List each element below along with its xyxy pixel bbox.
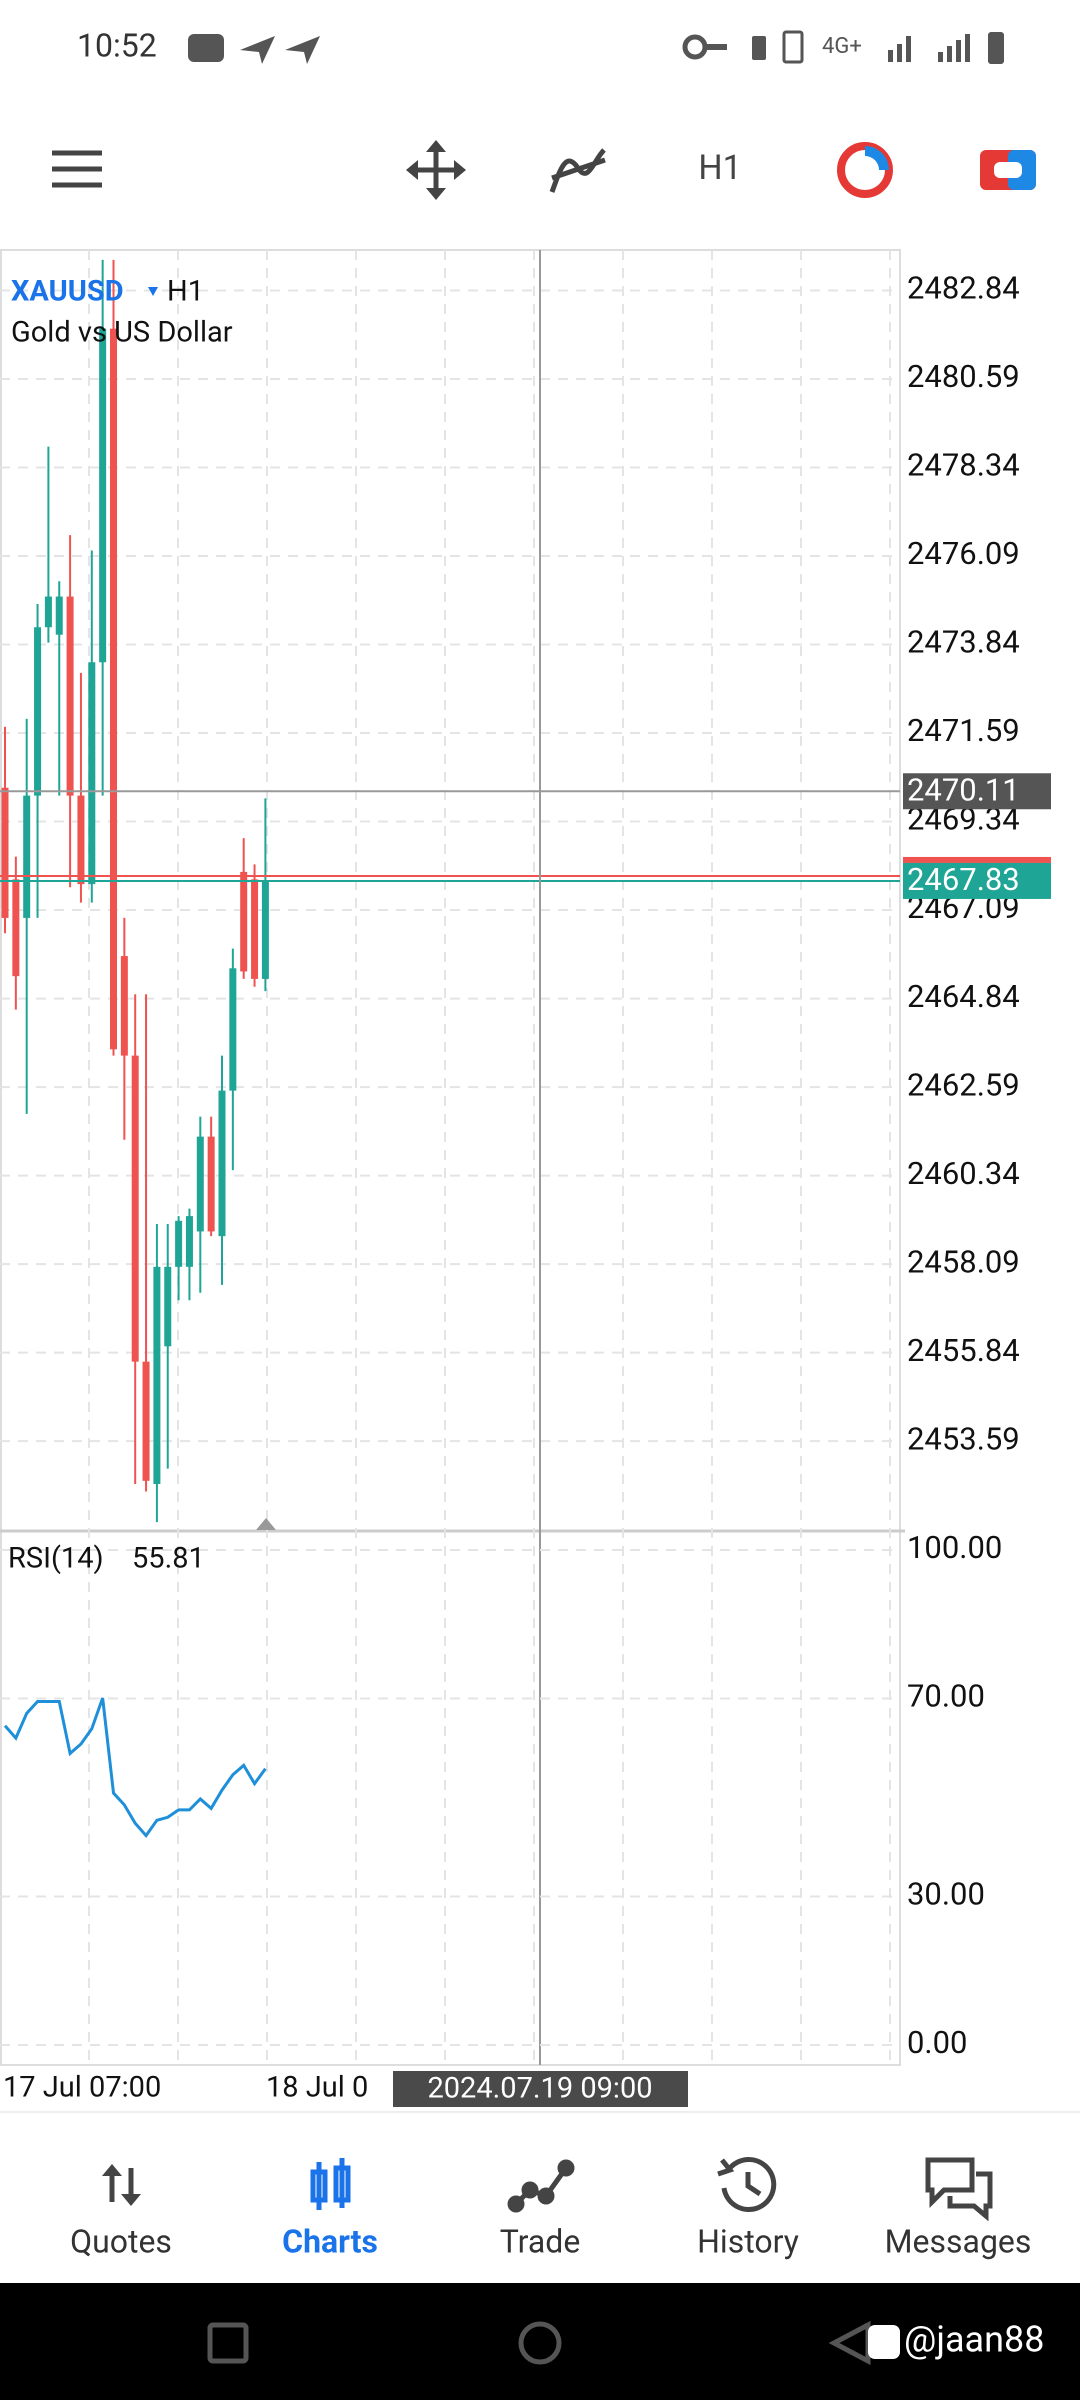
y-tick-label: 2473.84	[907, 624, 1020, 661]
candle-body	[120, 956, 128, 1056]
home-button[interactable]	[518, 2321, 562, 2365]
candle-body	[23, 795, 31, 918]
y-tick-label: 2480.59	[907, 358, 1020, 395]
quotes-icon[interactable]	[102, 2164, 141, 2206]
y-tick-label: 70.00	[907, 1678, 985, 1715]
y-tick-label: 0.00	[907, 2024, 967, 2061]
y-tick-label: 2478.34	[907, 447, 1020, 484]
last-price-box	[903, 862, 1051, 899]
candle-body	[34, 627, 42, 796]
last-price-label: 2467.83	[907, 861, 1020, 898]
candle-body	[88, 662, 96, 885]
symbol-description: Gold vs US Dollar	[11, 316, 233, 350]
candle-body	[218, 1090, 226, 1237]
indicator-button[interactable]	[549, 148, 606, 193]
candle-body	[251, 879, 259, 979]
candle-body	[207, 1136, 215, 1232]
trade-button[interactable]	[980, 150, 1036, 190]
one-click-button[interactable]	[837, 142, 893, 198]
menu-button[interactable]	[52, 150, 102, 188]
candle-body	[12, 879, 20, 977]
candle-body	[44, 596, 52, 628]
move-button[interactable]	[406, 140, 466, 200]
candle-body	[66, 596, 74, 796]
candle-body	[164, 1266, 172, 1347]
candle-body	[175, 1220, 183, 1267]
y-tick-label: 2455.84	[907, 1332, 1020, 1369]
candle-body	[55, 596, 63, 635]
candle-body	[142, 1361, 150, 1481]
crosshair-time-box	[393, 2071, 688, 2107]
y-tick-label: 2482.84	[907, 270, 1020, 307]
symbol[interactable]: XAUUSD	[11, 275, 124, 309]
indicator-title: RSI(14)	[8, 1542, 104, 1576]
nav-label[interactable]: Quotes	[70, 2222, 172, 2260]
crosshair-time: 2024.07.19 09:00	[427, 2072, 652, 2106]
charts-icon[interactable]	[310, 2158, 351, 2210]
y-tick-label: 2462.59	[907, 1066, 1020, 1103]
y-tick-label: 2460.34	[907, 1155, 1020, 1192]
messages-icon[interactable]	[925, 2157, 993, 2222]
candle-body	[110, 328, 117, 1050]
x-tick-label: 18 Jul 0	[266, 2071, 368, 2105]
y-tick-label: 30.00	[907, 1876, 985, 1913]
indicator-value: 55.81	[132, 1542, 205, 1576]
candle-body	[196, 1136, 204, 1232]
rsi-line	[3, 1697, 267, 1839]
nav-label[interactable]: Charts	[282, 2222, 378, 2260]
watermark: @jaan88	[904, 2319, 1044, 2361]
recents-button[interactable]	[207, 2322, 249, 2364]
candle-body	[1, 787, 9, 918]
y-tick-label: 2453.59	[907, 1420, 1020, 1457]
nav-label[interactable]: Messages	[885, 2222, 1032, 2260]
candle-body	[131, 1055, 139, 1362]
trade-icon[interactable]	[507, 2159, 575, 2213]
candle-body	[240, 871, 248, 972]
candle-body	[99, 328, 107, 663]
crosshair-price-box	[903, 773, 1051, 810]
nav-label[interactable]: History	[697, 2222, 799, 2260]
y-tick-label: 100.00	[907, 1529, 1002, 1566]
candle-body	[185, 1216, 193, 1267]
nav-label[interactable]: Trade	[500, 2222, 581, 2260]
symbol-dropdown[interactable]	[148, 287, 158, 296]
shift-marker	[256, 1518, 276, 1530]
y-tick-label: 2464.84	[907, 978, 1020, 1015]
candle-body	[77, 795, 85, 885]
y-tick-label: 2471.59	[907, 712, 1020, 749]
chart-timeframe: H1	[167, 275, 204, 309]
watermark-logo	[868, 2325, 900, 2359]
y-tick-label: 2476.09	[907, 535, 1020, 572]
chart-frame	[0, 249, 905, 2066]
y-tick-label: 2458.09	[907, 1243, 1020, 1280]
x-tick-label: 17 Jul 07:00	[3, 2071, 161, 2105]
status-icons	[188, 30, 1004, 64]
candle-body	[153, 1266, 161, 1484]
vertical-grid	[88, 250, 891, 2065]
network-label: 4G+	[822, 34, 862, 59]
candle-body	[261, 880, 269, 979]
clock: 10:52	[77, 26, 157, 64]
history-icon[interactable]	[717, 2157, 777, 2212]
candle-body	[229, 968, 237, 1091]
ask-marker	[903, 856, 1051, 863]
timeframe-button[interactable]: H1	[698, 148, 741, 188]
crosshair-price: 2470.11	[907, 771, 1020, 808]
